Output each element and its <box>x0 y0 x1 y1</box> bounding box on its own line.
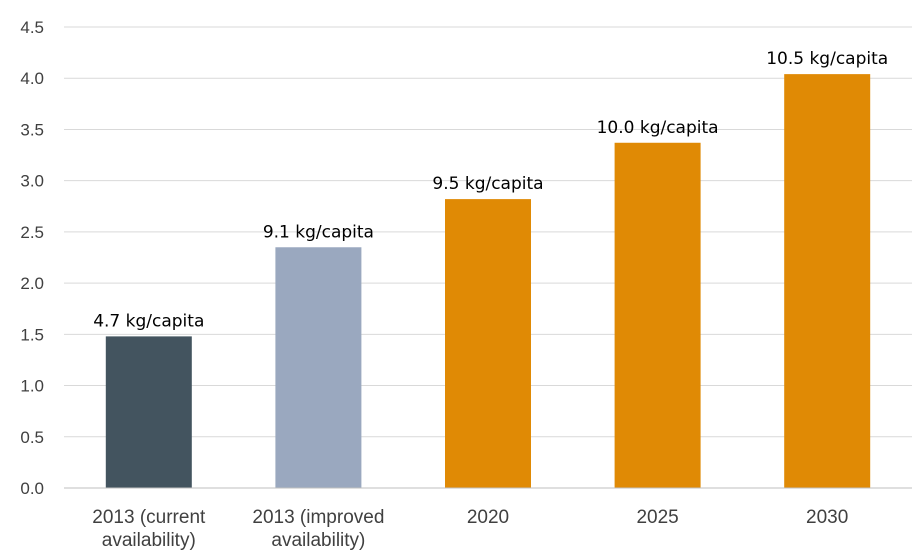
x-category-line: availability) <box>271 530 365 551</box>
x-category-label: 2030 <box>806 507 848 528</box>
data-label: 4.7 kg/capita <box>93 311 204 331</box>
y-tick-label: 3.0 <box>20 172 44 191</box>
x-category-line: 2025 <box>636 507 678 528</box>
bar <box>614 142 701 489</box>
y-tick-label: 4.0 <box>20 69 44 88</box>
x-category-line: 2030 <box>806 507 848 528</box>
data-label: 9.1 kg/capita <box>263 222 374 242</box>
x-category-label: 2020 <box>467 507 509 528</box>
x-category-label: 2013 (current availability) <box>92 507 206 551</box>
bar <box>445 199 531 488</box>
data-label: 10.0 kg/capita <box>597 118 719 138</box>
y-tick-label: 3.5 <box>20 120 44 139</box>
y-tick-label: 1.5 <box>20 325 44 344</box>
data-labels: 4.7 kg/capita 9.1 kg/capita 9.5 kg/capita 1… <box>93 49 888 331</box>
data-label: 9.5 kg/capita <box>432 174 543 194</box>
y-tick-label: 2.0 <box>20 274 44 293</box>
x-category-line: 2013 (improved <box>252 507 384 528</box>
data-label: 10.5 kg/capita <box>766 49 888 69</box>
y-tick-label: 0.5 <box>20 428 44 447</box>
bars <box>105 74 871 489</box>
x-category-line: 2020 <box>467 507 509 528</box>
bar <box>275 247 362 488</box>
x-category-line: 2013 (current <box>92 507 206 528</box>
y-tick-label: 2.5 <box>20 223 44 242</box>
y-axis-ticks: 0.0 0.5 1.0 1.5 2.0 2.5 3.0 3.5 4.0 4.5 <box>20 18 44 498</box>
x-category-label: 2013 (improved availability) <box>252 507 384 551</box>
y-tick-label: 0.0 <box>20 479 44 498</box>
y-tick-label: 4.5 <box>20 18 44 37</box>
bar <box>105 336 192 488</box>
x-category-line: availability) <box>102 530 196 551</box>
x-category-label: 2025 <box>636 507 678 528</box>
x-axis-categories: 2013 (current availability)2013 (improved… <box>92 507 848 551</box>
y-tick-label: 1.0 <box>20 377 44 396</box>
bar <box>784 74 871 488</box>
